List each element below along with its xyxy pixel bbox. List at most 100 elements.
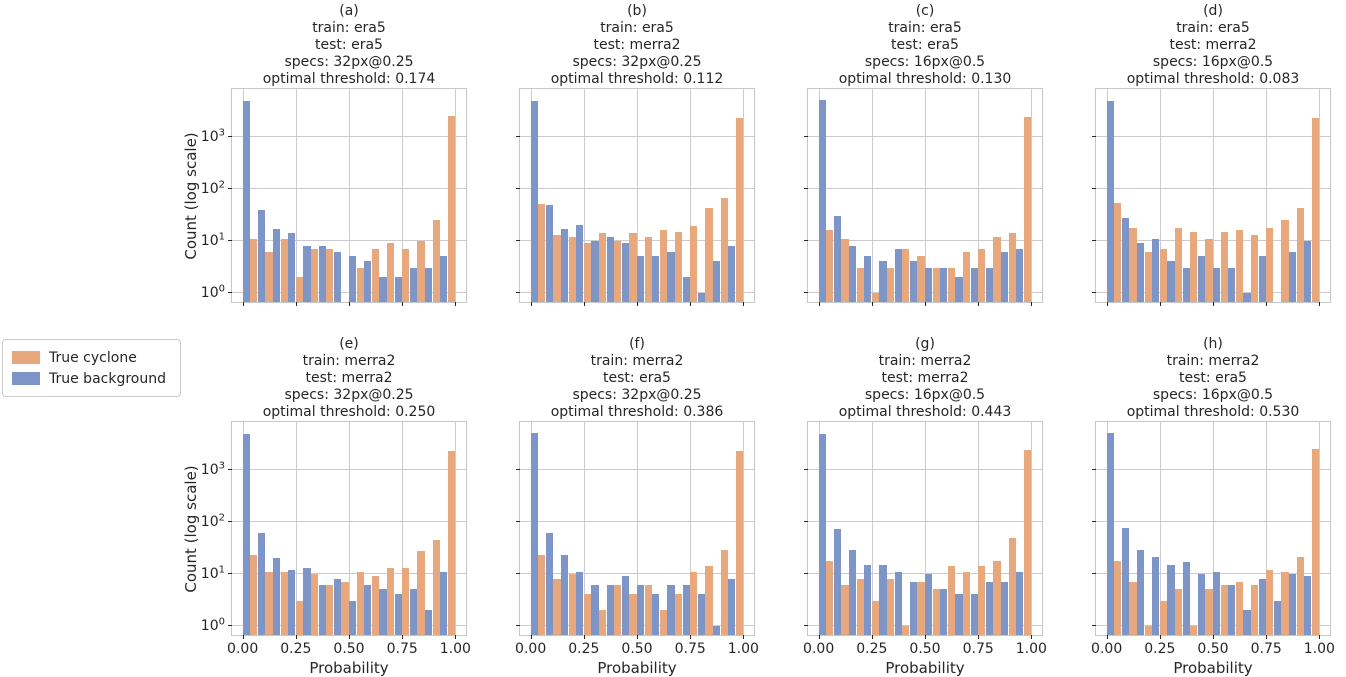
bar-true-cyclone	[432, 540, 440, 635]
x-tick-label: 0.50	[1197, 641, 1229, 657]
bar-true-cyclone	[917, 256, 925, 302]
plot-area-c	[804, 88, 1043, 306]
bar-true-background	[712, 625, 721, 635]
x-gridline	[637, 422, 638, 635]
bar-true-background	[1152, 557, 1160, 635]
y-tick-label: 102	[200, 179, 225, 198]
bar-true-cyclone	[1175, 227, 1183, 302]
panel-title-line: specs: 16px@0.5	[1152, 387, 1274, 403]
x-tick-mark	[1213, 635, 1214, 639]
bar-true-cyclone	[947, 566, 955, 635]
bar-true-background	[561, 555, 569, 635]
y-axis-label: Count (log scale)	[182, 131, 200, 260]
bar-true-cyclone	[1296, 208, 1304, 302]
bar-true-background	[925, 267, 933, 302]
plot-area-g: 0.00 0.25 0.50 0.75 1.00	[803, 421, 1047, 657]
bar-true-background	[1228, 585, 1236, 635]
panel-title-line: optimal threshold: 0.530	[1126, 404, 1300, 420]
y-tick-mark	[228, 469, 232, 471]
bar-true-background	[970, 594, 978, 635]
x-gridline	[978, 89, 980, 302]
x-tick-mark	[1319, 302, 1321, 306]
panel-title-line: test: merra2	[1169, 37, 1257, 53]
panel-title-line: optimal threshold: 0.250	[262, 404, 436, 420]
x-gridline	[295, 89, 297, 302]
y-tick-label: 101	[200, 564, 225, 582]
y-tick-mark	[228, 239, 232, 241]
bar-true-cyclone	[659, 610, 667, 635]
bar-true-cyclone	[659, 230, 667, 302]
x-tick-mark	[925, 635, 926, 639]
x-tick-mark	[295, 302, 297, 306]
legend-label: True cyclone	[49, 349, 137, 366]
x-tick-mark	[978, 302, 980, 306]
bar-true-cyclone	[826, 560, 834, 635]
bar-true-cyclone	[1190, 231, 1198, 302]
panel-title-line: specs: 32px@0.25	[284, 387, 414, 403]
panel-title-line: train: era5	[600, 20, 674, 36]
bar-true-background	[1016, 248, 1024, 302]
panel-title-line: specs: 16px@0.5	[864, 387, 986, 403]
bar-true-background	[1121, 218, 1129, 302]
bar-true-background	[1213, 571, 1221, 635]
x-tick-mark	[978, 635, 980, 639]
x-tick-mark	[530, 635, 532, 639]
x-tick-label: 0.25	[280, 641, 312, 657]
bar-true-background	[833, 216, 841, 302]
x-tick-label: 0.00	[515, 641, 547, 657]
bar-true-cyclone	[841, 585, 849, 635]
bar-true-cyclone	[932, 589, 940, 635]
panel-title-line: (c)	[915, 3, 935, 19]
y-tick-mark	[804, 188, 808, 190]
x-tick-mark	[455, 302, 457, 306]
bar-true-background	[1213, 267, 1221, 302]
bar-true-cyclone	[1190, 625, 1198, 635]
legend-item-true-cyclone: True cyclone	[12, 347, 166, 368]
bar-true-background	[257, 209, 265, 302]
bar-true-background	[440, 256, 448, 302]
bar-true-background	[682, 585, 690, 635]
bar-true-cyclone	[1114, 560, 1122, 635]
x-gridline	[1031, 89, 1033, 302]
bar-true-cyclone	[1175, 589, 1183, 635]
y-tick-mark	[516, 291, 520, 293]
bar-true-background	[652, 256, 660, 302]
bar-true-background	[940, 589, 948, 635]
panel-title-line: optimal threshold: 0.443	[838, 404, 1012, 420]
bar-true-cyclone	[326, 248, 334, 302]
bar-true-cyclone	[720, 198, 728, 302]
y-tick-mark	[516, 188, 520, 190]
bar-true-background	[637, 585, 645, 635]
panel-title-line: optimal threshold: 0.083	[1126, 71, 1300, 87]
x-tick-mark	[743, 302, 745, 306]
x-gridline	[349, 422, 350, 635]
bar-true-background	[682, 277, 690, 302]
y-tick-label: 103	[200, 127, 225, 146]
bar-true-background	[1000, 581, 1009, 635]
bar-true-cyclone	[1250, 234, 1259, 302]
bar-true-background	[1167, 564, 1175, 635]
bar-true-background	[545, 204, 553, 302]
bar-true-background	[621, 243, 629, 302]
x-gridline	[1266, 422, 1268, 635]
bar-true-background	[242, 433, 250, 635]
bar-true-cyclone	[978, 566, 986, 635]
x-tick-mark	[583, 302, 585, 306]
panel-title-line: test: merra2	[881, 370, 969, 386]
x-tick-label: 1.00	[727, 641, 759, 657]
x-tick-label: 1.00	[1015, 641, 1047, 657]
x-gridline	[743, 422, 745, 635]
bar-true-cyclone	[1159, 600, 1167, 635]
panel-title-line: test: merra2	[305, 370, 393, 386]
x-gridline	[402, 89, 404, 302]
x-tick-mark	[295, 635, 297, 639]
bar-true-cyclone	[386, 243, 395, 302]
bar-true-background	[637, 256, 645, 302]
x-tick-mark	[818, 635, 820, 639]
bar-true-cyclone	[674, 231, 683, 302]
x-tick-label: 0.00	[803, 641, 835, 657]
bar-true-background	[409, 267, 417, 302]
bar-true-cyclone	[1008, 233, 1016, 302]
bar-true-cyclone	[402, 248, 410, 302]
x-gridline	[1266, 89, 1268, 302]
